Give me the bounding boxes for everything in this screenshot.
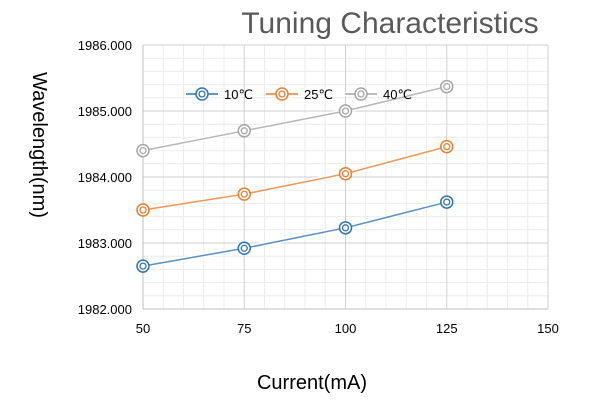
series-line: [142, 85, 447, 152]
series-2: [136, 79, 454, 158]
y-tick-label: 1986.000: [78, 38, 132, 53]
legend-item-1: 25℃: [266, 87, 333, 102]
data-point: [338, 104, 353, 118]
legend-marker: [275, 87, 289, 101]
y-axis-title: Wavelength(nm): [28, 72, 50, 218]
data-point: [338, 221, 353, 235]
legend-marker-inner: [357, 90, 365, 98]
data-point-inner: [443, 142, 451, 151]
legend-marker-inner: [198, 90, 206, 98]
y-tick-label: 1985.000: [78, 104, 132, 119]
data-point: [338, 166, 353, 181]
legend-marker-inner: [278, 90, 286, 98]
series-1: [136, 139, 454, 217]
legend-marker: [354, 87, 368, 101]
data-point-inner: [240, 127, 248, 135]
chart-title: Tuning Characteristics: [241, 7, 538, 40]
legend-label: 10℃: [224, 87, 253, 102]
x-tick-label: 150: [537, 321, 559, 336]
data-point-inner: [341, 170, 350, 178]
series-line: [142, 145, 447, 211]
series-0: [136, 195, 454, 273]
data-point: [237, 187, 251, 201]
y-tick-label: 1982.000: [78, 302, 132, 317]
data-point: [136, 143, 150, 158]
y-tick-label: 1984.000: [78, 170, 132, 185]
x-tick-label: 125: [436, 321, 458, 336]
data-point: [440, 139, 454, 154]
data-point-inner: [341, 224, 350, 232]
series-line: [142, 201, 447, 267]
data-point: [237, 241, 251, 256]
data-point: [136, 203, 150, 217]
series-line-halo: [142, 144, 448, 213]
legend-item-0: 10℃: [186, 87, 253, 102]
legend-item-2: 40℃: [345, 87, 412, 102]
data-point-inner: [240, 190, 248, 198]
data-point: [440, 195, 454, 209]
series-area: [136, 79, 454, 273]
x-tick-label: 100: [335, 321, 357, 336]
y-tick-label: 1983.000: [78, 236, 132, 251]
data-point-inner: [139, 146, 147, 155]
x-tick-label: 50: [136, 321, 150, 336]
axes: 50 75 100 125 150 1982.000 1983.000 1984.000 198…: [78, 38, 559, 336]
data-point-inner: [443, 198, 451, 206]
data-point-inner: [139, 206, 147, 214]
data-point-inner: [240, 244, 248, 252]
legend-marker: [195, 87, 209, 101]
data-point-inner: [443, 82, 451, 91]
data-point: [440, 79, 454, 94]
legend-label: 25℃: [304, 87, 333, 102]
x-axis-title: Current(mA): [257, 372, 367, 394]
data-point: [136, 259, 150, 273]
legend: 10℃ 25℃ 40℃: [186, 87, 412, 102]
data-point-inner: [139, 262, 147, 270]
legend-label: 40℃: [383, 87, 412, 102]
x-tick-label: 75: [237, 321, 251, 336]
data-point-inner: [341, 107, 350, 115]
data-point: [237, 124, 251, 138]
